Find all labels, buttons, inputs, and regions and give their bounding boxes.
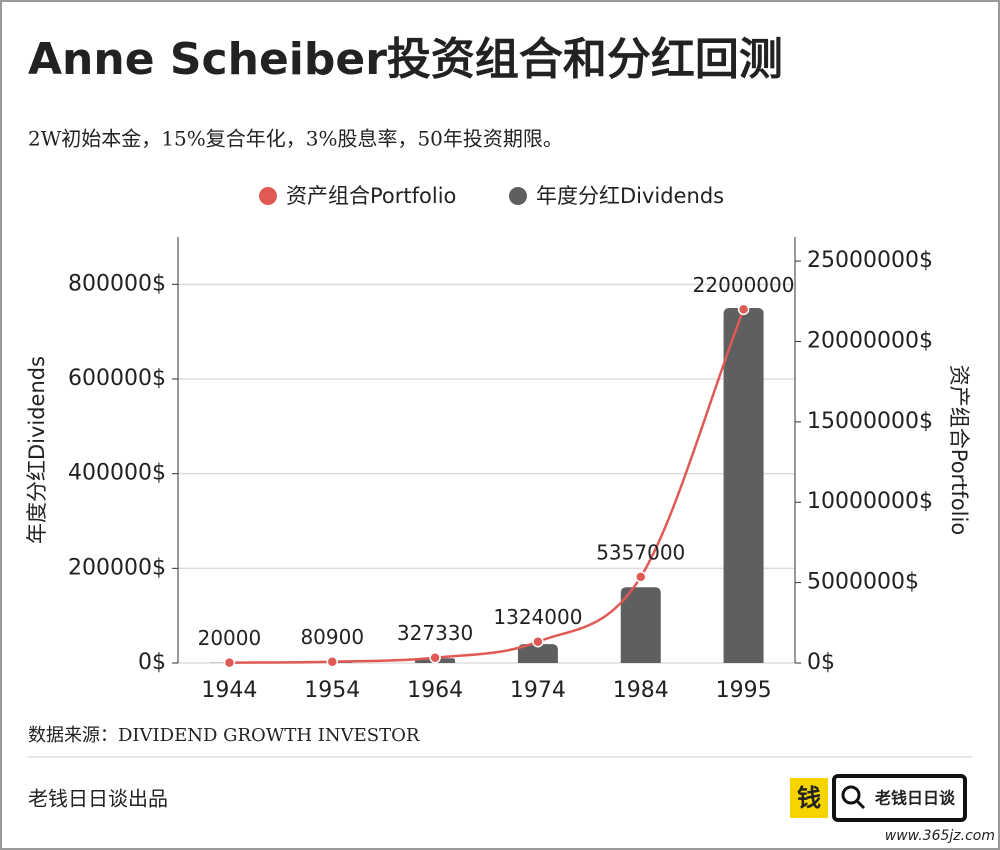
y-tick-label: 400000$ [68,461,166,486]
y2-tick-label: 0$ [807,650,835,675]
y2-tick-label: 25000000$ [807,248,933,273]
data-label: 5357000 [596,540,685,564]
bar [517,644,558,663]
footer: 老钱日日谈出品 [28,787,168,811]
legend-label: 年度分红Dividends [536,184,724,208]
y2-axis-title: 资产组合Portfolio [947,365,971,535]
line-point [737,303,750,316]
chart-title: Anne Scheiber投资组合和分红回测 [28,34,783,85]
logo-search-handle [855,799,866,810]
watermark: www.365jz.com [885,828,995,844]
data-label: 327330 [397,621,473,645]
y-tick-label: 200000$ [68,555,166,580]
y-tick-label: 600000$ [68,366,166,391]
y2-tick-label: 20000000$ [807,328,933,353]
logo-box [832,774,967,822]
y2-tick-label: 10000000$ [807,489,933,514]
y-axis-title: 年度分红Dividends [25,356,49,544]
data-label: 1324000 [493,605,582,629]
logo-text: 老钱日日谈 [874,789,956,808]
legend-marker [509,187,527,205]
y2-tick-label: 15000000$ [807,409,933,434]
x-tick-label: 1944 [201,678,257,703]
line-point [532,635,544,648]
x-tick-label: 1964 [407,678,463,703]
legend-marker [259,187,277,205]
subtitle: 2W初始本金，15%复合年化，3%股息率，50年投资期限。 [28,127,563,151]
data-label: 22000000 [693,273,795,297]
logo-icon-box [790,778,828,818]
x-tick-label: 1954 [304,678,360,703]
line-point [223,656,236,669]
y2-tick-label: 5000000$ [807,570,919,595]
bar [723,308,764,663]
line-point [326,655,338,668]
x-tick-label: 1995 [716,678,772,703]
x-tick-label: 1984 [613,678,669,703]
data-label: 20000 [198,626,262,650]
x-tick-label: 1974 [510,678,566,703]
logo-search [841,785,861,805]
logo-icon: 钱 [797,784,821,812]
legend-label: 资产组合Portfolio [286,184,456,208]
data-label: 80900 [300,625,364,649]
line-point [429,651,441,664]
y-tick-label: 800000$ [68,271,166,296]
source: 数据来源：DIVIDEND GROWTH INVESTOR [28,725,420,746]
y-tick-label: 0$ [138,650,166,675]
line-point [635,571,647,583]
bar [620,587,661,663]
